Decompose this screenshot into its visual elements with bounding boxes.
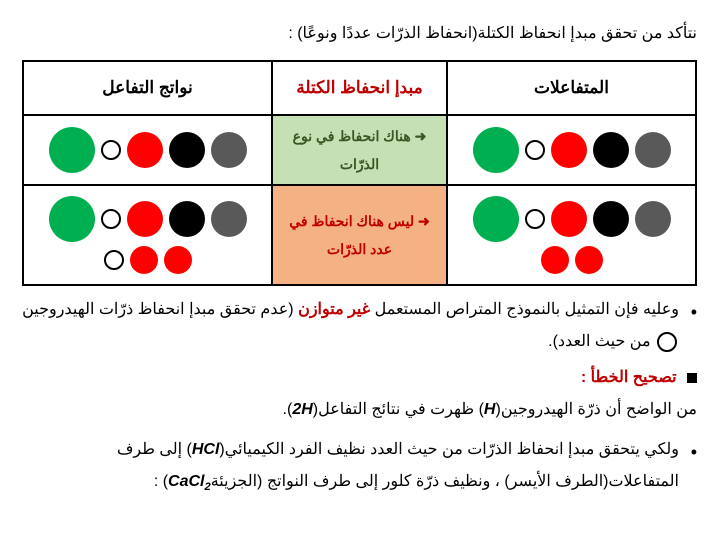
correction-line: من الواضح أن ذرّة الهيدروجين(H) ظهرت في … bbox=[22, 394, 697, 426]
atom-circle bbox=[211, 201, 247, 237]
arrow-icon: ➜ bbox=[415, 128, 427, 144]
row2-note-text: ليس هناك انحفاظ في عدد الذرّات bbox=[289, 213, 414, 257]
row1-note-text: هناك انحفاظ في نوع الذرّات bbox=[293, 128, 411, 172]
atom-circle bbox=[164, 246, 192, 274]
row2-note: ➜ ليس هناك انحفاظ في عدد الذرّات bbox=[272, 185, 447, 285]
text: من الواضح أن ذرّة الهيدروجين( bbox=[495, 401, 697, 418]
atom-circle bbox=[101, 140, 121, 160]
row1-reactants bbox=[447, 115, 696, 185]
atom-circle bbox=[541, 246, 569, 274]
correction-heading: تصحيح الخطأ : bbox=[22, 362, 697, 394]
col-reactants-header: المتفاعلات bbox=[447, 61, 696, 115]
intro-text: نتأكد من تحقق مبدإ انحفاظ الكتلة(انحفاظ … bbox=[22, 18, 697, 50]
formula-CaCl2: CaCl2 bbox=[168, 473, 211, 490]
correction-title: تصحيح الخطأ : bbox=[581, 369, 677, 386]
text: ) ظهرت في نتائج التفاعل( bbox=[313, 401, 484, 418]
bullet-1: وعليه فإن التمثيل بالنموذج المتراص المست… bbox=[22, 294, 697, 358]
formula-HCl: HCl bbox=[192, 441, 220, 458]
arrow-icon: ➜ bbox=[418, 213, 430, 229]
atom-circle bbox=[104, 250, 124, 270]
text: ). bbox=[283, 401, 293, 418]
text: (عدم تحقق مبدإ انحفاظ ذرّات الهيدروجين bbox=[22, 301, 294, 318]
atom-circle bbox=[169, 201, 205, 237]
text: وعليه فإن التمثيل بالنموذج المتراص المست… bbox=[370, 301, 679, 318]
atom-circle bbox=[101, 209, 121, 229]
row1-note: ➜ هناك انحفاظ في نوع الذرّات bbox=[272, 115, 447, 185]
atom-circle bbox=[635, 132, 671, 168]
col-products-header: نواتج التفاعل bbox=[23, 61, 272, 115]
atom-circle bbox=[49, 196, 95, 242]
conservation-table: المتفاعلات مبدإ انحفاظ الكتلة نواتج التف… bbox=[22, 60, 697, 286]
atom-circle bbox=[525, 140, 545, 160]
row2-reactants bbox=[447, 185, 696, 285]
atom-circle bbox=[473, 196, 519, 242]
atom-circle bbox=[593, 132, 629, 168]
text: من حيث العدد). bbox=[548, 333, 655, 350]
atom-circle bbox=[127, 132, 163, 168]
square-bullet-icon bbox=[687, 373, 697, 383]
hydrogen-circle-icon bbox=[657, 332, 677, 352]
atom-circle bbox=[127, 201, 163, 237]
atom-circle bbox=[575, 246, 603, 274]
text: ولكي يتحقق مبدإ انحفاظ الذرّات من حيث ال… bbox=[219, 441, 679, 458]
atom-circle bbox=[49, 127, 95, 173]
row2-products bbox=[23, 185, 272, 285]
text: ) : bbox=[154, 473, 168, 490]
atom-circle bbox=[525, 209, 545, 229]
atom-circle bbox=[473, 127, 519, 173]
atom-circle bbox=[593, 201, 629, 237]
bullet-2: ولكي يتحقق مبدإ انحفاظ الذرّات من حيث ال… bbox=[22, 434, 697, 499]
atom-circle bbox=[551, 201, 587, 237]
atom-circle bbox=[211, 132, 247, 168]
atom-circle bbox=[130, 246, 158, 274]
formula-2H: 2H bbox=[292, 401, 312, 418]
atom-circle bbox=[169, 132, 205, 168]
formula-H: H bbox=[484, 401, 496, 418]
atom-circle bbox=[551, 132, 587, 168]
row1-products bbox=[23, 115, 272, 185]
col-principle-header: مبدإ انحفاظ الكتلة bbox=[272, 61, 447, 115]
unbalanced-label: غير متوازن bbox=[298, 301, 370, 318]
atom-circle bbox=[635, 201, 671, 237]
